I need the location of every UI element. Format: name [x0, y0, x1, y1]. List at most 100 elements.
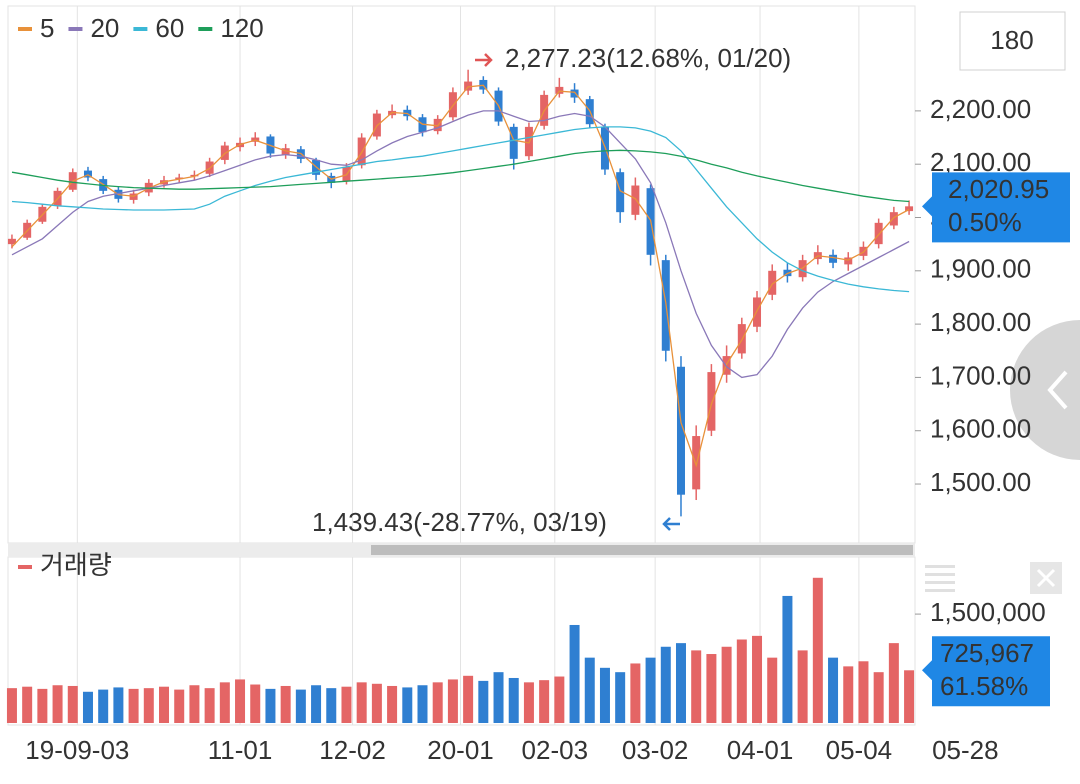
volume-bar	[265, 688, 276, 723]
legend-swatch	[18, 27, 32, 31]
last-change: 0.50%	[948, 207, 1022, 237]
y-tick-label: 2,200.00	[930, 94, 1031, 124]
volume-menu[interactable]	[925, 565, 955, 592]
volume-bar	[204, 688, 215, 723]
volume-bar	[873, 672, 884, 723]
scrollbar-thumb[interactable]	[371, 545, 913, 555]
volume-bar	[584, 657, 595, 723]
menu-line	[925, 573, 955, 576]
volume-bar	[828, 657, 839, 723]
volume-bar	[37, 688, 48, 723]
volume-bar	[463, 675, 474, 723]
volume-bar	[812, 577, 823, 723]
candle-body	[676, 366, 685, 495]
high-annotation: 2,277.23(12.68%, 01/20)	[505, 43, 791, 73]
x-tick-label: 03-02	[622, 735, 689, 765]
last-volume-box	[922, 636, 1050, 707]
volume-bar	[326, 688, 337, 723]
volume-bar	[721, 646, 732, 723]
volume-bar	[706, 654, 717, 723]
candle-body	[829, 254, 838, 263]
volume-bar	[782, 595, 793, 723]
volume-bar	[432, 682, 443, 723]
volume-bar	[615, 672, 626, 723]
volume-bar	[691, 650, 702, 723]
volume-bar	[341, 686, 352, 723]
volume-bar	[888, 643, 899, 723]
volume-bar	[767, 657, 778, 723]
volume-bar	[189, 685, 200, 723]
menu-line	[925, 565, 955, 568]
candle-body	[905, 206, 914, 212]
legend-label: 120	[220, 13, 263, 43]
candle-body	[692, 436, 701, 490]
candle-body	[616, 172, 625, 213]
volume-bar	[356, 682, 367, 723]
grid	[76, 6, 860, 725]
close-icon[interactable]	[1036, 568, 1056, 588]
candle-body	[509, 126, 518, 159]
volume-bar	[858, 661, 869, 723]
y-tick-label: 1,900.00	[930, 254, 1031, 284]
volume-bar	[159, 686, 170, 723]
volume-bar	[478, 680, 489, 723]
candle-body	[874, 222, 883, 245]
volume-bar	[645, 657, 656, 723]
volume-bars	[6, 577, 915, 723]
volume-bar	[539, 680, 550, 723]
candle-body	[631, 185, 640, 215]
candle-body	[464, 81, 473, 91]
legend-swatch	[68, 27, 83, 31]
button-label[interactable]: 180	[990, 25, 1033, 55]
y-tick-label: 1,500,000	[930, 597, 1046, 627]
candle-body	[889, 212, 898, 226]
candle-body	[220, 145, 229, 160]
y-tick-label: 1,700.00	[930, 360, 1031, 390]
last-volume-ratio: 61.58%	[940, 671, 1028, 701]
legend-swatch	[18, 565, 32, 569]
side-toggle[interactable]	[1010, 320, 1080, 460]
volume-bar	[311, 685, 322, 723]
volume-bar	[128, 688, 139, 723]
period-button[interactable]: 180	[959, 11, 1066, 71]
last-price-box	[922, 172, 1070, 243]
legend-swatch	[133, 27, 148, 31]
volume-bar	[22, 686, 33, 723]
x-tick-label: 05-28	[932, 735, 999, 765]
button-box[interactable]	[959, 11, 1066, 71]
candle-body	[7, 238, 16, 245]
y-tick-label: 1,600.00	[930, 414, 1031, 444]
volume-bar	[843, 666, 854, 723]
candle-body	[768, 270, 777, 295]
candle-body	[844, 257, 853, 265]
moving-average	[11, 110, 910, 379]
side-toggle-bg[interactable]	[1010, 320, 1080, 460]
low-annotation: 1,439.43(-28.77%, 03/19)	[312, 507, 607, 537]
candle-body	[570, 89, 579, 98]
menu-line	[925, 589, 955, 592]
close-button[interactable]	[1030, 562, 1062, 594]
y-tick-label: 2,100.00	[930, 147, 1031, 177]
menu-line	[925, 581, 955, 584]
volume-bar	[675, 643, 686, 723]
volume-bar	[523, 682, 534, 723]
candle-body	[83, 170, 92, 178]
moving-average	[11, 126, 910, 293]
candle-body	[175, 177, 184, 180]
volume-bar	[6, 688, 17, 723]
legend-label: 60	[155, 13, 184, 43]
volume-bar	[752, 635, 763, 723]
volume-bar	[371, 683, 382, 723]
volume-bar	[113, 687, 124, 723]
volume-bar	[174, 689, 185, 723]
y-tick-label: 1,500.00	[930, 467, 1031, 497]
volume-bar	[660, 646, 671, 723]
volume-bar	[797, 650, 808, 723]
volume-bar	[235, 679, 246, 723]
volume-bar	[52, 685, 63, 723]
last-volume: 725,967	[940, 638, 1034, 668]
side-toggle-icon[interactable]	[1047, 370, 1068, 410]
